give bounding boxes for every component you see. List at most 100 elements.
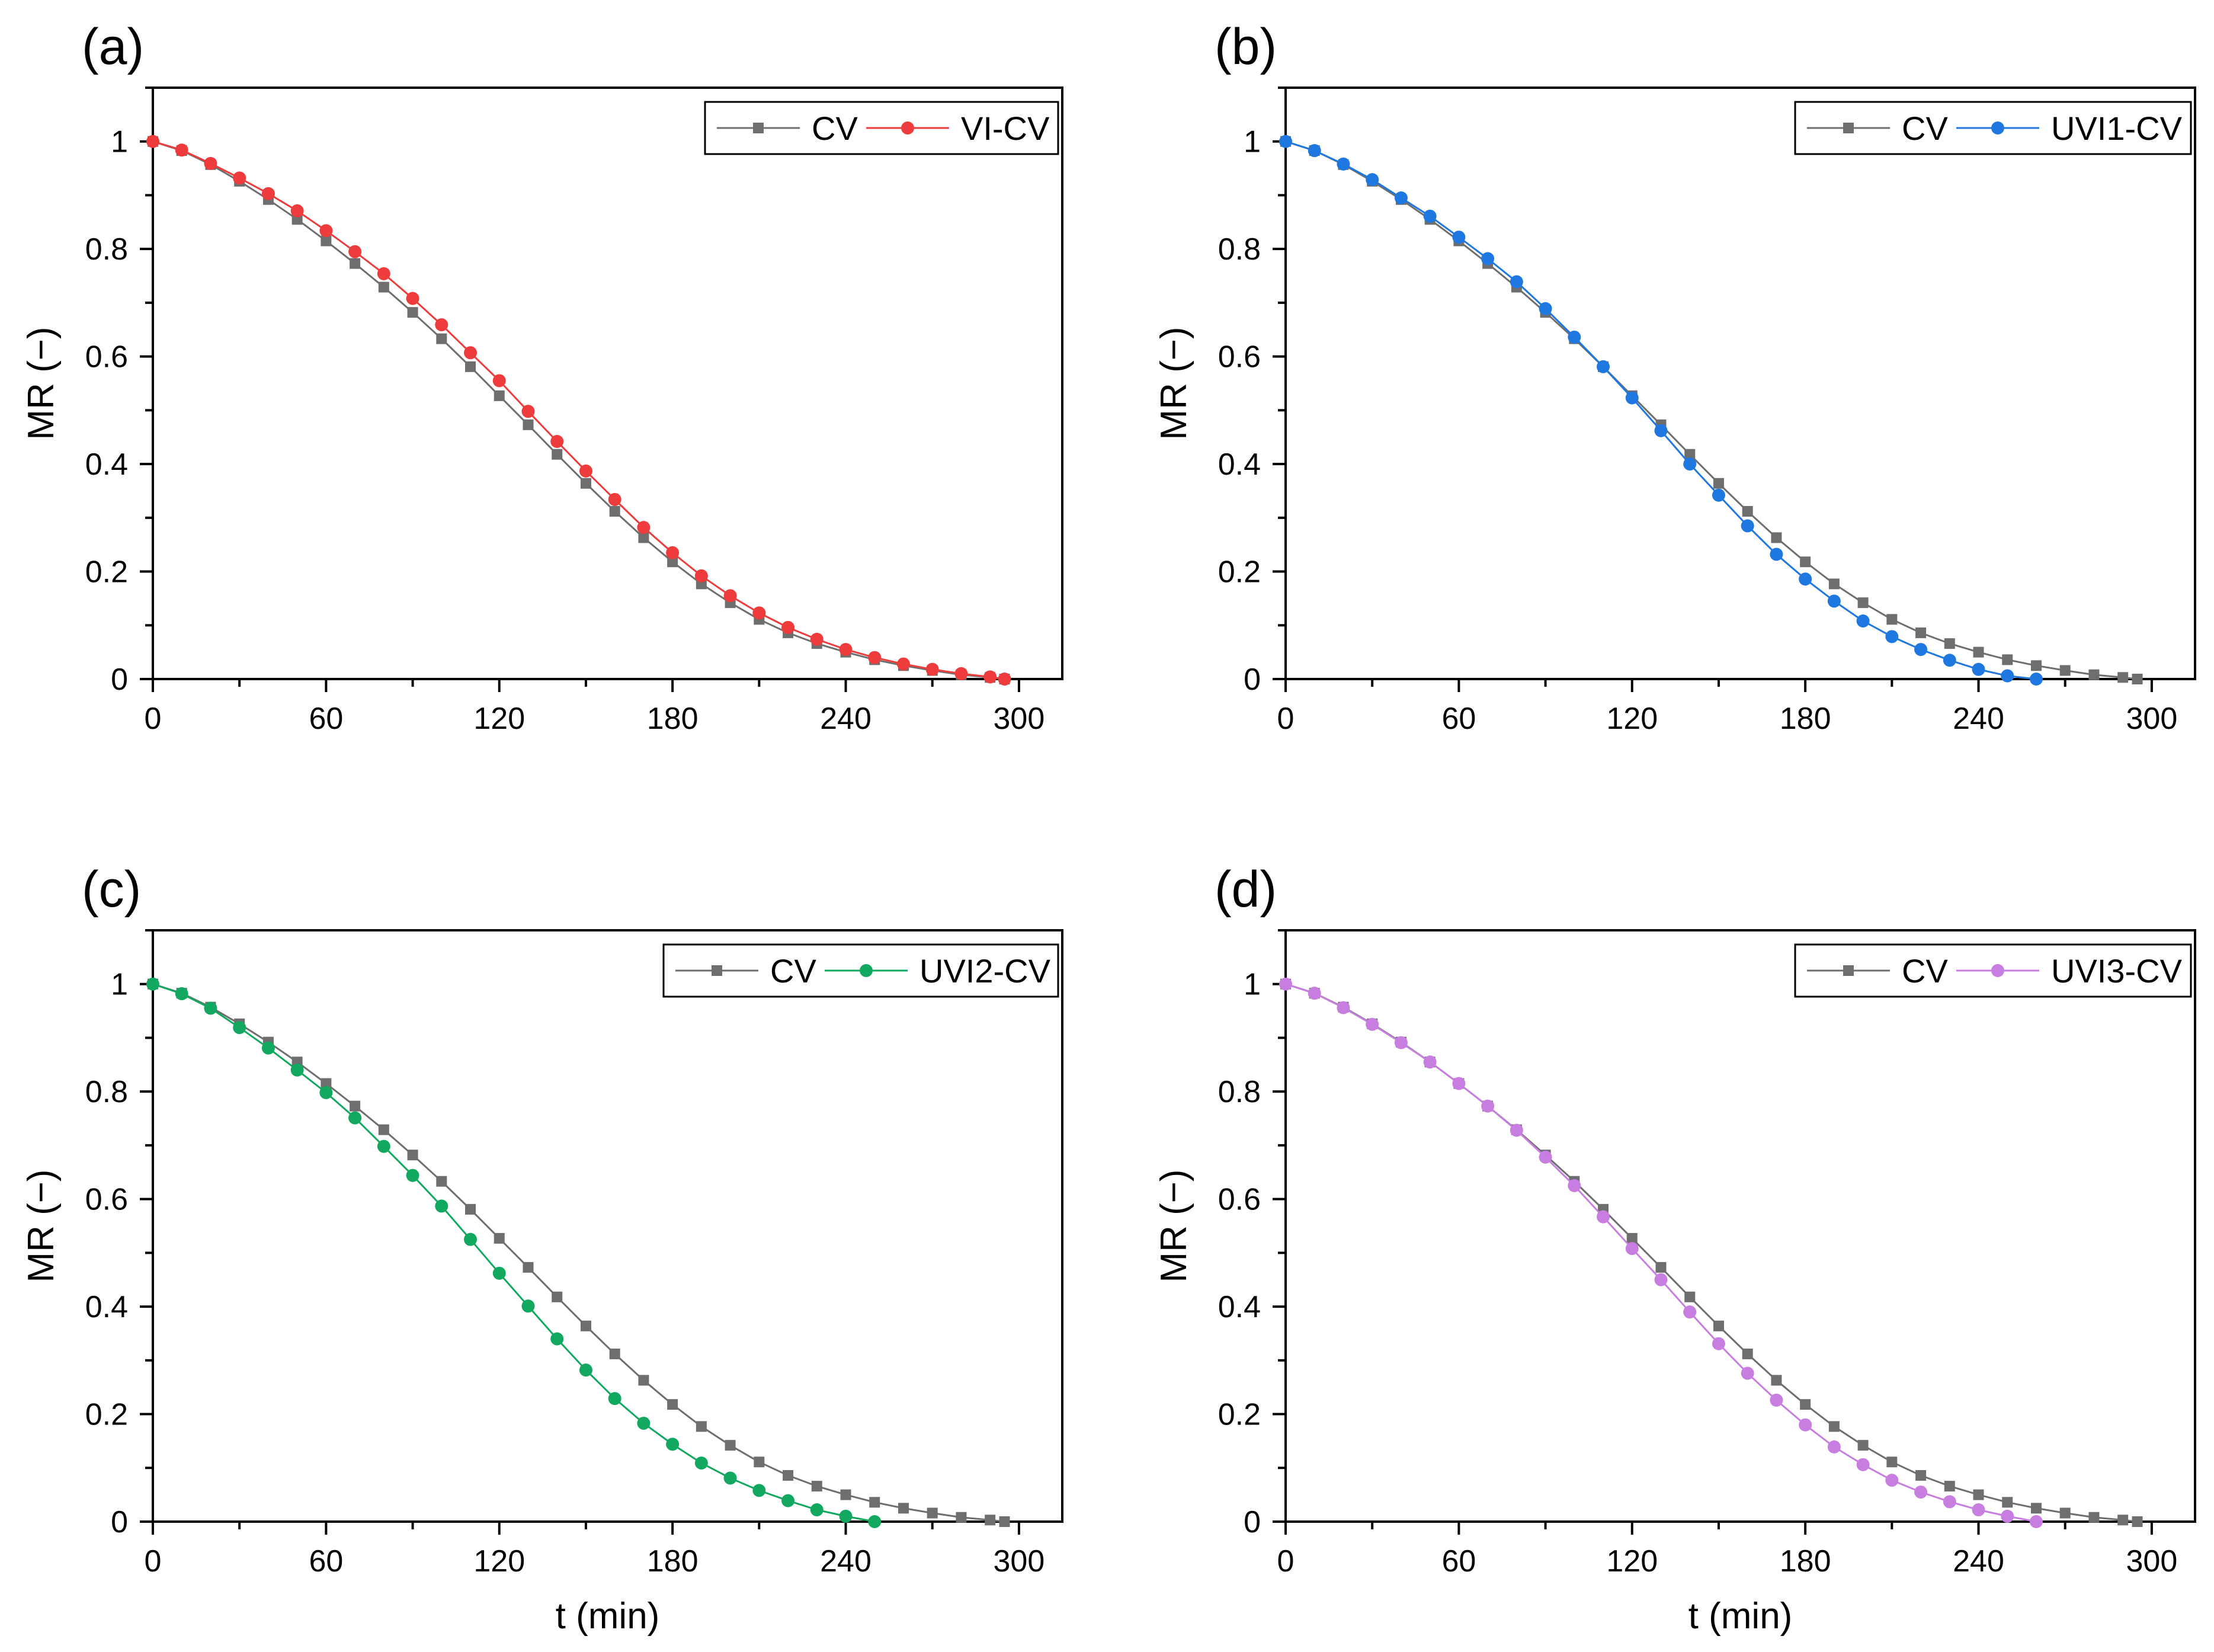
series-uvi3-cv <box>1279 977 2043 1528</box>
data-point <box>1366 1017 1379 1031</box>
data-point <box>1394 191 1408 204</box>
data-point <box>609 1348 620 1359</box>
data-point <box>494 1232 505 1244</box>
data-point <box>523 1262 534 1273</box>
data-point <box>350 258 361 269</box>
y-tick-label: 0.6 <box>85 340 128 374</box>
data-point <box>1568 1179 1581 1192</box>
data-point <box>1539 302 1552 315</box>
x-axis-title: t (min) <box>556 1596 660 1637</box>
data-point <box>1828 1421 1840 1432</box>
series-line <box>1285 983 2138 1523</box>
series-line <box>1285 983 2037 1523</box>
data-point <box>1885 630 1899 643</box>
panel-b: (b) 0 60 120 180 240 300 0 0.2 0.4 0.6 0.8 1 MR (−) CV… <box>1154 18 2196 736</box>
legend-marker <box>1991 121 2004 135</box>
data-point <box>290 204 304 217</box>
y-tick-label: 0.4 <box>85 447 128 482</box>
series-line <box>152 140 1005 680</box>
x-tick-label: 0 <box>1277 702 1295 736</box>
y-axis-title: MR (−) <box>1154 1169 1194 1282</box>
data-point <box>552 1291 563 1302</box>
legend-marker <box>753 123 764 133</box>
data-point <box>494 390 505 401</box>
data-point <box>1452 230 1466 244</box>
x-tick-label: 0 <box>1277 1544 1295 1579</box>
data-point <box>1597 360 1610 373</box>
data-point <box>1944 638 1955 649</box>
data-point <box>261 1041 275 1055</box>
y-tick-label: 0.8 <box>85 1075 128 1109</box>
y-tick-label: 0.8 <box>85 232 128 267</box>
y-tick-label: 0.4 <box>85 1290 128 1324</box>
data-point <box>1337 157 1350 171</box>
series-line <box>152 983 1005 1523</box>
data-point <box>1337 1001 1350 1014</box>
data-point <box>2132 1516 2143 1527</box>
data-point <box>1885 1474 1899 1487</box>
data-point <box>1914 643 1928 657</box>
y-tick-label: 0.2 <box>1218 1398 1261 1432</box>
data-point <box>407 1150 418 1161</box>
data-point <box>2117 672 2129 683</box>
series-cv <box>1280 136 2143 684</box>
legend-marker <box>860 964 873 977</box>
data-point <box>1770 1393 1783 1407</box>
series-line <box>1285 140 2037 680</box>
y-tick-label: 0.8 <box>1218 1075 1261 1109</box>
data-point <box>2030 660 2042 671</box>
y-axis-title: MR (−) <box>21 326 62 440</box>
legend-marker <box>1843 123 1854 133</box>
data-point <box>2001 1509 2014 1523</box>
panel-label: (b) <box>1215 18 1277 75</box>
y-tick-label: 0.8 <box>1218 232 1261 267</box>
data-point <box>1655 1262 1667 1273</box>
data-point <box>146 977 159 991</box>
data-point <box>2029 1515 2043 1528</box>
data-point <box>2029 673 2043 686</box>
y-tick-label: 0.6 <box>85 1183 128 1217</box>
legend: CV UVI2-CV <box>662 943 1059 998</box>
series-vi-cv <box>146 135 1011 686</box>
data-point <box>811 1481 822 1492</box>
data-point <box>725 1440 736 1451</box>
data-point <box>898 1503 909 1514</box>
data-point <box>840 1489 851 1500</box>
data-point <box>146 135 159 148</box>
panel-d: (d) 0 60 120 180 240 300 0 0.2 0.4 0.6 0.8 1 MR (−) t … <box>1154 861 2196 1637</box>
data-point <box>465 1203 476 1215</box>
data-point <box>1800 1399 1811 1410</box>
data-point <box>1856 614 1870 628</box>
data-point <box>666 546 680 559</box>
data-point <box>1856 1458 1870 1471</box>
data-point <box>319 1086 333 1099</box>
data-point <box>290 1063 304 1077</box>
plot-frame <box>152 929 1063 1523</box>
x-tick-label: 60 <box>1441 702 1476 736</box>
data-point <box>609 505 620 517</box>
legend-marker <box>1843 965 1854 976</box>
legend-label: UVI2-CV <box>919 952 1051 990</box>
x-tick-label: 240 <box>1953 1544 2004 1579</box>
data-point <box>2059 1507 2071 1519</box>
data-point <box>1481 1099 1495 1113</box>
series-line <box>1285 140 2138 680</box>
data-point <box>435 318 448 332</box>
data-point <box>999 1516 1010 1527</box>
x-tick-label: 240 <box>820 702 871 736</box>
data-point <box>868 651 882 664</box>
data-point <box>175 987 188 1001</box>
data-point <box>2132 674 2143 684</box>
panel-a: (a) 0 60 120 180 240 300 0 0.2 0.4 0.6 0.8 1 MR (−) CV… <box>21 18 1063 736</box>
data-point <box>1944 1481 1955 1492</box>
data-point <box>406 292 419 305</box>
data-point <box>696 1421 707 1432</box>
legend-marker <box>901 121 914 135</box>
plot-frame <box>1284 929 2196 1523</box>
series-line <box>152 140 1005 680</box>
data-point <box>1423 209 1437 223</box>
data-point <box>781 620 795 634</box>
data-point <box>1972 662 1985 676</box>
data-point <box>869 1497 880 1508</box>
